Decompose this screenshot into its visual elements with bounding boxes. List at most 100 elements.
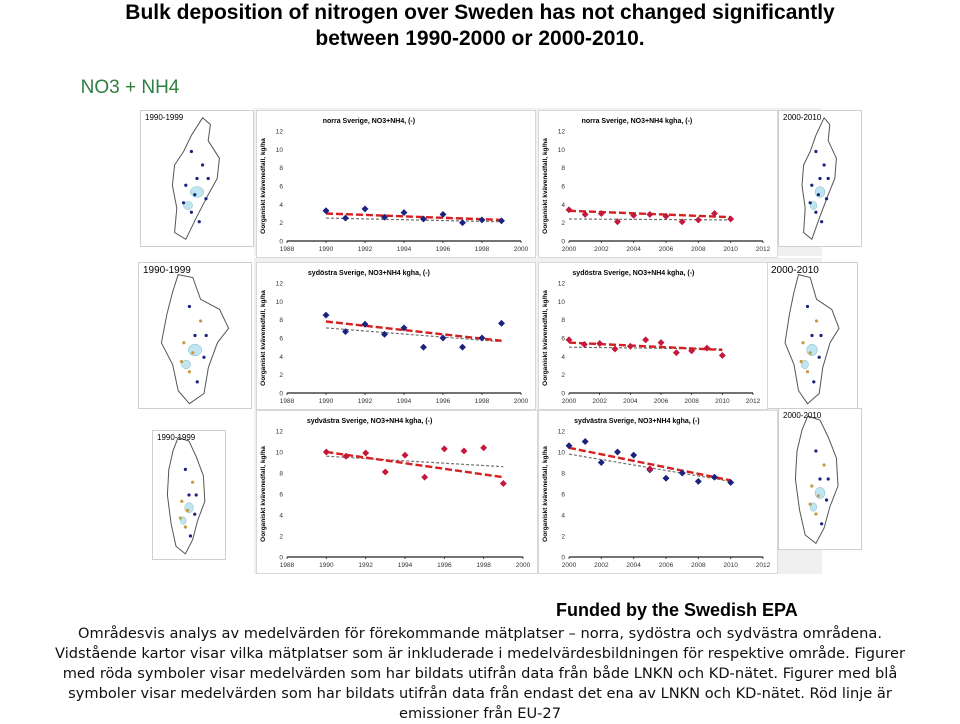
x-tick-label: 1994 — [398, 562, 413, 569]
data-point — [613, 218, 622, 226]
station-dot — [812, 380, 816, 384]
station-dot — [820, 522, 824, 526]
y-tick-label: 4 — [279, 202, 283, 209]
data-point — [380, 330, 389, 338]
data-point — [710, 209, 719, 218]
x-tick-label: 2008 — [691, 246, 706, 253]
x-tick-label: 1996 — [436, 398, 451, 405]
trend-line-red — [325, 320, 502, 342]
station-dot — [182, 341, 186, 345]
station-dot — [191, 351, 195, 355]
subheading: NO3 + NH4 — [80, 77, 180, 98]
x-tick-label: 1994 — [397, 398, 412, 405]
x-tick-label: 1988 — [280, 246, 295, 253]
map-label: 1990-1999 — [143, 265, 191, 276]
station-dot — [826, 176, 830, 181]
data-point — [581, 437, 589, 446]
x-tick-label: 2012 — [746, 398, 761, 405]
y-tick-label: 2 — [279, 534, 283, 541]
station-dot — [202, 355, 206, 359]
y-tick-label: 8 — [279, 165, 283, 172]
y-tick-label: 8 — [561, 471, 565, 478]
data-point — [642, 336, 650, 344]
lake — [809, 201, 817, 210]
data-point — [626, 342, 634, 350]
y-tick-label: 8 — [561, 165, 565, 172]
y-tick-label: 4 — [561, 354, 565, 361]
y-tick-label: 4 — [279, 513, 283, 520]
data-point — [419, 343, 428, 351]
caption: Områdesvis analys av medelvärden för för… — [0, 624, 960, 724]
data-point — [341, 328, 350, 336]
data-point — [439, 210, 447, 218]
data-point — [400, 209, 408, 217]
y-axis-label: Oorganiskt kvävenedfall, kg/ha — [542, 138, 549, 234]
station-dot — [817, 355, 821, 359]
y-tick-label: 10 — [558, 299, 566, 306]
data-point — [727, 215, 735, 223]
station-dot — [824, 498, 829, 502]
station-dot — [187, 493, 191, 497]
chart-svg: sydvästra Sverige, NO3+NH4 kgha, (-) Oorg… — [260, 418, 531, 569]
y-tick-label: 6 — [279, 336, 283, 343]
data-point — [480, 444, 488, 452]
chart-norra-2000: norra Sverige, NO3+NH4 kgha, (-) Oorganis… — [538, 110, 778, 258]
chart-title: norra Sverige, NO3+NH4 kgha, (-) — [582, 118, 693, 125]
lake — [181, 359, 191, 370]
x-tick-label: 2000 — [516, 562, 531, 569]
station-dot — [197, 220, 201, 224]
data-point — [630, 451, 638, 459]
x-tick-label: 2004 — [626, 246, 641, 253]
x-tick-label: 2000 — [514, 398, 529, 405]
station-dot — [810, 183, 814, 187]
sweden-map-southeast — [784, 273, 840, 405]
data-point — [565, 206, 573, 214]
trend-line-gray — [568, 218, 731, 221]
lake — [809, 502, 817, 512]
data-point — [672, 349, 680, 357]
data-point — [727, 478, 735, 487]
data-point — [478, 216, 486, 224]
data-point — [565, 336, 573, 344]
y-tick-label: 0 — [279, 391, 283, 398]
station-dot — [195, 176, 199, 181]
x-tick-label: 1998 — [475, 246, 490, 253]
station-dot — [799, 360, 803, 364]
y-tick-label: 12 — [276, 129, 284, 136]
chart-svg: sydvästra Sverige, NO3+NH4 kgha, (-) Oorg… — [542, 418, 771, 569]
y-tick-label: 8 — [279, 317, 283, 324]
y-tick-label: 6 — [561, 184, 565, 191]
x-tick-label: 2002 — [594, 562, 609, 569]
station-dot — [183, 467, 187, 471]
x-tick-label: 1996 — [437, 562, 452, 569]
station-dot — [194, 493, 198, 497]
y-tick-label: 2 — [279, 220, 283, 227]
lake — [800, 359, 809, 370]
x-tick-label: 1990 — [319, 562, 334, 569]
station-dot — [810, 484, 814, 488]
station-dot — [204, 197, 208, 201]
trend-line-gray — [568, 346, 723, 350]
data-point — [440, 445, 448, 453]
x-tick-label: 2002 — [592, 398, 607, 405]
station-dot — [822, 463, 826, 467]
map-label: 2000-2010 — [783, 113, 822, 122]
station-dot — [193, 193, 197, 197]
lake — [806, 343, 818, 357]
station-dot — [206, 176, 210, 181]
station-dot — [814, 319, 819, 323]
data-point — [381, 468, 389, 476]
map-label: 1990-1999 — [157, 433, 196, 442]
station-dot — [189, 149, 193, 154]
x-tick-label: 2010 — [723, 246, 738, 253]
data-point — [662, 474, 670, 482]
x-tick-label: 1990 — [319, 246, 334, 253]
y-tick-label: 6 — [279, 492, 283, 499]
chart-title: sydvästra Sverige, NO3+NH4 kgha, (-) — [307, 418, 432, 425]
data-point — [361, 205, 369, 213]
y-tick-label: 10 — [276, 299, 284, 306]
data-point — [439, 334, 447, 342]
y-tick-label: 0 — [279, 239, 283, 246]
station-dot — [814, 449, 818, 453]
data-point — [596, 339, 604, 348]
